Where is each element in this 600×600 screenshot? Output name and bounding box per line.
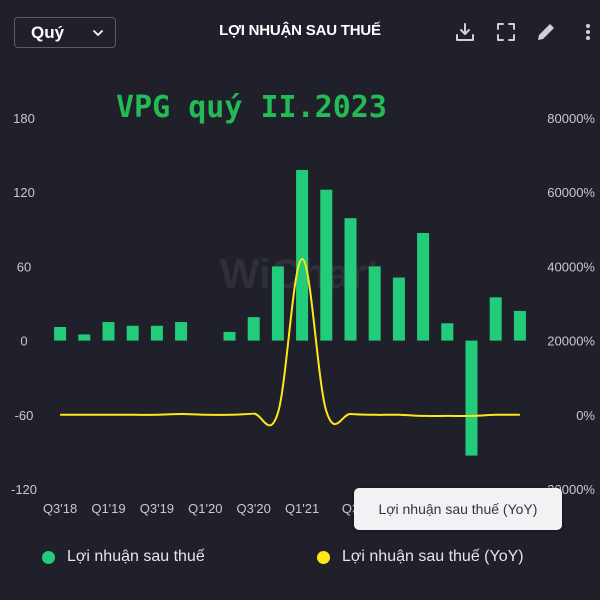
y-left-tick-label: -120 [11, 482, 37, 497]
bar-Q4'21 [368, 266, 381, 341]
bar-Q1'21 [296, 169, 309, 341]
bar-Q2'20 [223, 331, 236, 341]
legend-label-yoy: Lợi nhuận sau thuế (YoY) [342, 548, 524, 565]
bar-Q4'18 [78, 334, 91, 341]
series-tooltip: Lợi nhuận sau thuế (YoY) [354, 488, 562, 530]
legend-item-yoy[interactable]: Lợi nhuận sau thuế (YoY) [317, 548, 524, 566]
x-tick-label: Q3'20 [237, 501, 271, 516]
y-right-tick-label: 60000% [547, 185, 595, 200]
y-right-tick-label: 0% [576, 408, 595, 423]
x-tick-label: Q3'18 [43, 501, 77, 516]
bar-Q2'22 [417, 233, 430, 341]
y-left-tick-label: 0 [20, 334, 27, 349]
bar-Q4'20 [271, 266, 284, 341]
y-left-tick-label: -60 [15, 408, 34, 423]
yoy-series-line [60, 257, 520, 427]
bar-Q2'21 [320, 189, 333, 341]
bar-Q1'23 [489, 297, 502, 341]
pencil-icon[interactable] [534, 20, 558, 44]
y-right-tick-label: 80000% [547, 111, 595, 126]
bar-Q3'22 [441, 323, 454, 341]
download-icon[interactable] [453, 20, 477, 44]
chevron-down-icon [93, 29, 103, 36]
legend-dot-profit [42, 550, 55, 564]
bar-Q4'22 [465, 340, 478, 456]
period-select[interactable]: Quý [14, 17, 116, 48]
bar-Q3'18 [54, 326, 67, 341]
x-tick-label: Q1'19 [91, 501, 125, 516]
x-tick-label: Q1'21 [285, 501, 319, 516]
x-tick-label: Q1'20 [188, 501, 222, 516]
bar-Q4'19 [175, 322, 188, 341]
bar-Q2'23 [513, 310, 526, 341]
y-right-tick-label: 40000% [547, 259, 595, 274]
y-left-tick-label: 60 [17, 259, 31, 274]
chart-annotation: VPG quý II.2023 [116, 90, 387, 125]
bar-Q1'19 [102, 322, 115, 341]
bar-Q1'22 [392, 277, 405, 341]
more-vertical-icon[interactable] [576, 20, 596, 44]
bar-Q3'19 [150, 325, 163, 341]
fullscreen-icon[interactable] [494, 20, 518, 44]
bar-Q3'21 [344, 218, 357, 341]
legend-item-profit[interactable]: Lợi nhuận sau thuế [42, 548, 205, 566]
bar-Q3'20 [247, 317, 260, 341]
chart-legend: Lợi nhuận sau thuế Lợi nhuận sau thuế (Y… [0, 548, 600, 572]
chart-title: LỢI NHUẬN SAU THUẾ [219, 22, 381, 39]
chart-toolbar: Quý LỢI NHUẬN SAU THUẾ [0, 0, 600, 64]
bar-Q2'19 [126, 325, 139, 341]
legend-dot-yoy [317, 550, 330, 564]
y-right-tick-label: 20000% [547, 334, 595, 349]
y-left-tick-label: 120 [13, 185, 35, 200]
x-tick-label: Q3'19 [140, 501, 174, 516]
period-select-value: Quý [31, 22, 65, 42]
legend-label-profit: Lợi nhuận sau thuế [67, 548, 205, 565]
y-left-tick-label: 180 [13, 111, 35, 126]
